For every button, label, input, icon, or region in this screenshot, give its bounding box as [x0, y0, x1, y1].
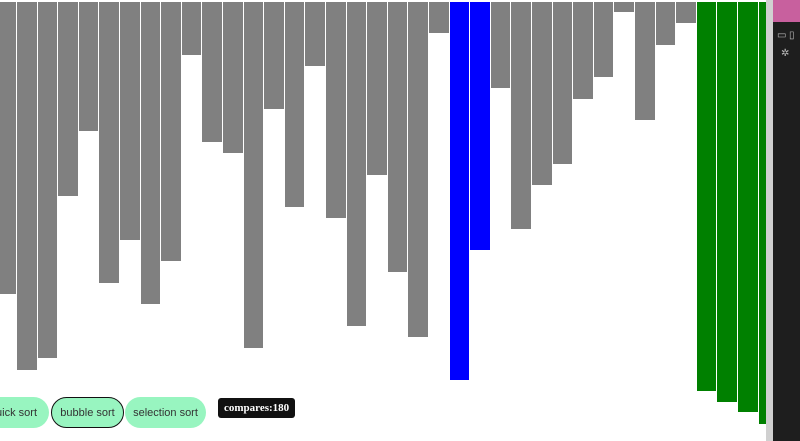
bar	[264, 2, 284, 109]
bar	[202, 2, 222, 142]
bar-compared	[449, 2, 470, 380]
bar-sorted	[696, 2, 717, 391]
side-panel: ▭ ▯ ✲	[773, 0, 800, 441]
bar	[655, 2, 676, 45]
bar	[367, 2, 387, 175]
compares-counter: compares:180	[218, 398, 296, 418]
bar	[78, 2, 99, 131]
bar-sorted	[738, 2, 758, 412]
panel-header	[773, 0, 800, 22]
bar	[593, 2, 614, 77]
bar	[387, 2, 408, 272]
bar	[511, 2, 531, 229]
bar	[243, 2, 264, 348]
scrollbar[interactable]	[766, 0, 773, 441]
bar	[0, 2, 16, 294]
bar	[58, 2, 78, 196]
bar	[614, 2, 634, 12]
bar	[17, 2, 37, 370]
bar	[408, 2, 428, 337]
bar	[161, 2, 181, 261]
bar	[181, 2, 202, 55]
bar	[573, 2, 593, 99]
bar-compared	[470, 2, 490, 250]
bar	[140, 2, 161, 304]
bar	[120, 2, 140, 240]
bar	[429, 2, 449, 33]
bar	[37, 2, 58, 358]
bar	[635, 2, 655, 120]
panel-icon[interactable]: ▯	[789, 30, 795, 41]
bar-chart	[0, 2, 766, 424]
bubble-sort-button[interactable]: bubble sort	[51, 397, 124, 428]
bar-sorted	[717, 2, 737, 402]
bar	[490, 2, 511, 88]
bar	[99, 2, 119, 283]
settings-gear-icon[interactable]: ✲	[781, 48, 790, 59]
selection-sort-button[interactable]: selection sort	[125, 397, 206, 428]
bar-sorted	[758, 2, 766, 424]
device-toggle-icon[interactable]: ▭	[777, 30, 787, 41]
bar	[326, 2, 346, 218]
bar	[676, 2, 696, 23]
bar	[284, 2, 305, 207]
quick-sort-button[interactable]: quick sort	[0, 397, 49, 428]
bar	[305, 2, 325, 66]
bar	[552, 2, 573, 164]
bar	[532, 2, 552, 185]
bar	[223, 2, 243, 153]
bar	[346, 2, 367, 326]
